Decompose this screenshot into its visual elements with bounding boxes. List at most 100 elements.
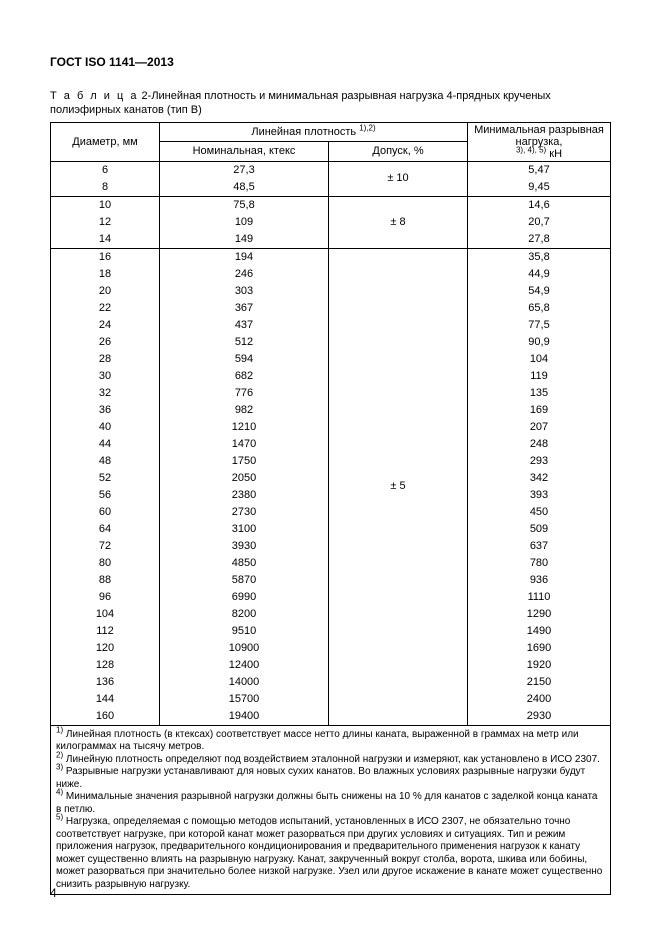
table-row: 627,3± 105,47 (51, 161, 611, 179)
cell-break: 780 (468, 555, 611, 572)
footnote-5: 5) Нагрузка, определяемая с помощью мето… (56, 816, 605, 891)
cell-diameter: 96 (51, 589, 160, 606)
cell-break: 1490 (468, 623, 611, 640)
header-diameter: Диаметр, мм (51, 122, 160, 161)
caption-label: Т а б л и ц а (50, 90, 138, 102)
cell-diameter: 12 (51, 214, 160, 231)
header-tolerance: Допуск, % (329, 142, 468, 162)
cell-nominal: 15700 (160, 691, 329, 708)
cell-break: 54,9 (468, 283, 611, 300)
cell-diameter: 120 (51, 640, 160, 657)
cell-break: 44,9 (468, 266, 611, 283)
cell-nominal: 6990 (160, 589, 329, 606)
cell-break: 637 (468, 538, 611, 555)
cell-nominal: 48,5 (160, 179, 329, 197)
cell-tolerance: ± 8 (329, 196, 468, 248)
cell-break: 90,9 (468, 334, 611, 351)
cell-break: 1290 (468, 606, 611, 623)
cell-nominal: 776 (160, 385, 329, 402)
cell-diameter: 26 (51, 334, 160, 351)
header-density-group: Линейная плотность 1),2) (160, 122, 468, 142)
cell-nominal: 9510 (160, 623, 329, 640)
cell-nominal: 149 (160, 231, 329, 249)
cell-nominal: 109 (160, 214, 329, 231)
header-break-unit: кН (546, 148, 562, 160)
footnote-2: 2) Линейную плотность определяют под воз… (56, 754, 605, 767)
cell-diameter: 60 (51, 504, 160, 521)
cell-diameter: 52 (51, 470, 160, 487)
cell-nominal: 982 (160, 402, 329, 419)
header-nominal: Номинальная, ктекс (160, 142, 329, 162)
cell-nominal: 367 (160, 300, 329, 317)
cell-nominal: 2050 (160, 470, 329, 487)
cell-break: 119 (468, 368, 611, 385)
cell-nominal: 1470 (160, 436, 329, 453)
cell-break: 35,8 (468, 248, 611, 266)
cell-diameter: 32 (51, 385, 160, 402)
cell-nominal: 512 (160, 334, 329, 351)
cell-break: 2400 (468, 691, 611, 708)
cell-tolerance: ± 5 (329, 248, 468, 725)
cell-nominal: 437 (160, 317, 329, 334)
cell-diameter: 144 (51, 691, 160, 708)
header-density-sup: 1),2) (359, 123, 375, 132)
cell-break: 450 (468, 504, 611, 521)
cell-diameter: 112 (51, 623, 160, 640)
cell-diameter: 22 (51, 300, 160, 317)
cell-diameter: 48 (51, 453, 160, 470)
cell-nominal: 4850 (160, 555, 329, 572)
cell-diameter: 20 (51, 283, 160, 300)
cell-diameter: 136 (51, 674, 160, 691)
cell-break: 135 (468, 385, 611, 402)
cell-nominal: 1750 (160, 453, 329, 470)
cell-break: 169 (468, 402, 611, 419)
cell-diameter: 88 (51, 572, 160, 589)
cell-nominal: 12400 (160, 657, 329, 674)
cell-diameter: 8 (51, 179, 160, 197)
cell-nominal: 594 (160, 351, 329, 368)
header-density-text: Линейная плотность (251, 126, 356, 138)
cell-diameter: 14 (51, 231, 160, 249)
cell-tolerance: ± 10 (329, 161, 468, 196)
cell-nominal: 246 (160, 266, 329, 283)
table-row: 1075,8± 814,6 (51, 196, 611, 214)
cell-diameter: 160 (51, 708, 160, 726)
page-number: 4 (50, 886, 57, 900)
cell-nominal: 682 (160, 368, 329, 385)
cell-diameter: 6 (51, 161, 160, 179)
footnotes-cell: 1) Линейная плотность (в ктексах) соотве… (51, 725, 611, 895)
cell-diameter: 128 (51, 657, 160, 674)
footnote-1: 1) Линейная плотность (в ктексах) соотве… (56, 729, 605, 754)
cell-nominal: 14000 (160, 674, 329, 691)
cell-nominal: 5870 (160, 572, 329, 589)
cell-diameter: 24 (51, 317, 160, 334)
cell-break: 1110 (468, 589, 611, 606)
header-break: Минимальная разрывная нагрузка, 3), 4), … (468, 122, 611, 161)
cell-nominal: 75,8 (160, 196, 329, 214)
cell-nominal: 3930 (160, 538, 329, 555)
cell-diameter: 56 (51, 487, 160, 504)
cell-break: 1920 (468, 657, 611, 674)
cell-nominal: 10900 (160, 640, 329, 657)
cell-nominal: 2380 (160, 487, 329, 504)
cell-diameter: 44 (51, 436, 160, 453)
cell-break: 342 (468, 470, 611, 487)
cell-break: 5,47 (468, 161, 611, 179)
cell-nominal: 303 (160, 283, 329, 300)
table-row: 16194± 535,8 (51, 248, 611, 266)
cell-break: 509 (468, 521, 611, 538)
cell-break: 1690 (468, 640, 611, 657)
cell-diameter: 10 (51, 196, 160, 214)
cell-break: 65,8 (468, 300, 611, 317)
cell-nominal: 19400 (160, 708, 329, 726)
cell-diameter: 18 (51, 266, 160, 283)
cell-break: 27,8 (468, 231, 611, 249)
cell-break: 2150 (468, 674, 611, 691)
cell-break: 14,6 (468, 196, 611, 214)
header-break-sup: 3), 4), 5) (516, 145, 546, 154)
cell-diameter: 80 (51, 555, 160, 572)
cell-break: 2930 (468, 708, 611, 726)
cell-diameter: 28 (51, 351, 160, 368)
data-table: Диаметр, мм Линейная плотность 1),2) Мин… (50, 122, 611, 896)
cell-diameter: 16 (51, 248, 160, 266)
